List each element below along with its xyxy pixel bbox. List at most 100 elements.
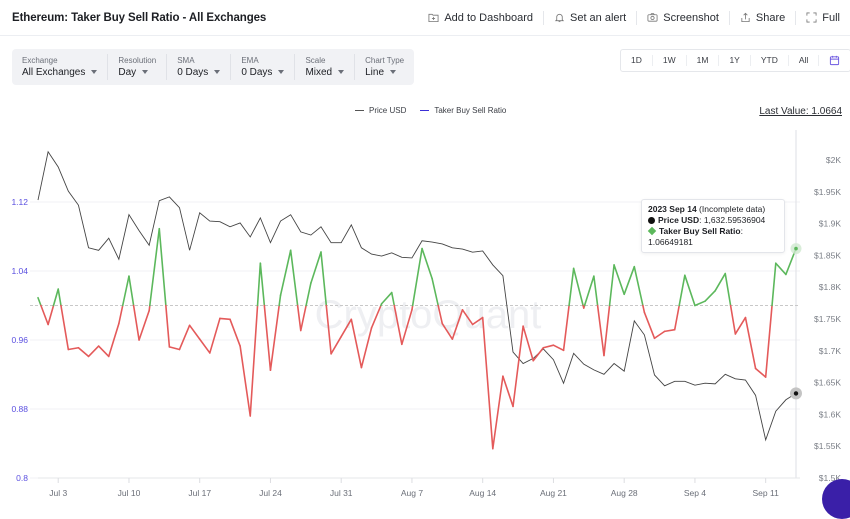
ratio-line-segment — [774, 262, 787, 276]
legend-price-label: Price USD — [369, 106, 407, 115]
share-button[interactable]: Share — [728, 10, 795, 25]
ema-select[interactable]: EMA 0 Days — [230, 54, 294, 80]
ratio-line-segment — [562, 304, 570, 352]
ratio-line-segment — [40, 304, 49, 326]
ratio-line-segment — [694, 300, 706, 307]
ratio-line-segment — [653, 330, 666, 340]
ratio-line-segment — [593, 275, 599, 307]
ratio-line-segment — [603, 304, 611, 357]
ratio-line-segment — [296, 304, 302, 332]
help-chat-button[interactable] — [822, 479, 850, 519]
left-axis-tick: 1.12 — [11, 197, 28, 207]
right-axis-tick: $1.95K — [814, 187, 841, 197]
screenshot-button[interactable]: Screenshot — [636, 10, 729, 25]
exchange-value: All Exchanges — [22, 66, 86, 78]
range-1m-button[interactable]: 1M — [685, 55, 719, 66]
price-point-icon — [793, 391, 799, 396]
ratio-line-segment — [320, 251, 328, 307]
range-1d-button[interactable]: 1D — [631, 55, 642, 65]
date-picker-button[interactable] — [818, 55, 850, 66]
ratio-line-segment — [390, 291, 396, 307]
right-axis-tick: $1.5K — [819, 473, 842, 483]
ratio-line-segment — [608, 264, 615, 307]
ratio-line-segment — [532, 346, 545, 362]
legend-taker-ratio[interactable]: Taker Buy Sell Ratio — [420, 106, 506, 115]
ratio-line-segment — [148, 304, 151, 312]
last-value-link[interactable]: Last Value: 1.0664 — [759, 106, 842, 117]
ratio-line-segment — [219, 317, 231, 321]
ratio-line-segment — [158, 227, 167, 307]
ratio-line-segment — [128, 275, 135, 307]
right-axis-tick: $1.75K — [814, 314, 841, 324]
add-to-dashboard-button[interactable]: Add to Dashboard — [418, 11, 543, 25]
left-axis-tick: 1.04 — [11, 266, 28, 276]
chart-type-value: Line — [365, 66, 385, 78]
ratio-line-segment — [673, 304, 681, 331]
sma-select[interactable]: SMA 0 Days — [166, 54, 230, 80]
ratio-line-segment — [47, 304, 55, 326]
x-axis-tick: Aug 28 — [611, 488, 638, 498]
range-ytd-button[interactable]: YTD — [749, 55, 788, 66]
ratio-line-segment — [278, 294, 282, 307]
x-axis-tick: Aug 7 — [401, 488, 423, 498]
scale-select[interactable]: Scale Mixed — [294, 54, 354, 80]
ratio-line-segment — [132, 304, 140, 341]
ratio-line-segment — [52, 288, 60, 307]
ratio-line-segment — [279, 249, 292, 296]
ratio-line-segment — [229, 318, 241, 347]
ratio-line-segment — [451, 309, 464, 340]
chart-type-select[interactable]: Chart Type Line — [354, 54, 414, 80]
ratio-line-segment — [168, 346, 181, 351]
ratio-line-segment — [437, 304, 444, 325]
ratio-line-segment — [256, 262, 262, 307]
ema-value: 0 Days — [241, 66, 273, 78]
bell-icon — [554, 13, 565, 23]
left-axis-tick: 0.96 — [11, 335, 28, 345]
x-axis-tick: Jul 24 — [259, 488, 282, 498]
fullscreen-button[interactable]: Full — [795, 10, 850, 25]
ratio-line-segment — [37, 296, 42, 307]
right-axis-tick: $1.65K — [814, 378, 841, 388]
ratio-point-icon — [794, 246, 798, 251]
scale-value: Mixed — [305, 66, 333, 78]
ratio-line-segment — [138, 309, 150, 341]
ratio-line-segment — [165, 304, 171, 348]
range-1w-button[interactable]: 1W — [651, 55, 686, 66]
resolution-select[interactable]: Resolution Day — [107, 54, 166, 80]
add-to-dashboard-label: Add to Dashboard — [444, 11, 533, 24]
chevron-down-icon — [214, 70, 221, 74]
ratio-line-segment — [198, 338, 211, 354]
chevron-down-icon — [278, 70, 285, 74]
tooltip-price-value: : 1,632.59536904 — [699, 215, 766, 225]
chart-canvas[interactable]: 1.12 1.04 0.96 0.88 0.8 $2K $1.95K $1.9K $1.85K $… — [0, 125, 850, 501]
ratio-line-segment — [678, 274, 686, 307]
ratio-line-segment — [704, 290, 716, 302]
ratio-line-segment — [471, 316, 484, 326]
x-axis-tick: Jul 17 — [188, 488, 211, 498]
chart-legend: Price USD Taker Buy Sell Ratio — [355, 106, 506, 115]
set-alert-button[interactable]: Set an alert — [542, 10, 636, 25]
x-axis-tick: Aug 21 — [540, 488, 567, 498]
tooltip-price-label: Price USD — [658, 215, 700, 225]
tooltip-date: 2023 Sep 14 — [648, 204, 697, 214]
chevron-down-icon — [338, 70, 345, 74]
ratio-line-segment — [633, 265, 644, 307]
x-axis-tick: Jul 31 — [330, 488, 353, 498]
x-axis-tick: Jul 3 — [49, 488, 67, 498]
exchange-select[interactable]: Exchange All Exchanges — [12, 54, 107, 80]
price-line — [37, 150, 797, 442]
calendar-icon — [830, 55, 840, 66]
ratio-line-segment — [350, 318, 363, 369]
ratio-line-segment — [596, 304, 605, 357]
ratio-line-segment — [734, 316, 747, 335]
left-axis-tick: 0.88 — [11, 404, 28, 414]
x-axis-tick: Sep 11 — [753, 488, 780, 498]
range-all-button[interactable]: All — [787, 55, 818, 66]
page-title: Ethereum: Taker Buy Sell Ratio - All Exc… — [12, 11, 267, 24]
chevron-down-icon — [142, 70, 149, 74]
range-1y-button[interactable]: 1Y — [718, 55, 749, 66]
ratio-line-segment — [149, 227, 161, 307]
legend-price-usd[interactable]: Price USD — [355, 106, 406, 115]
ratio-line-segment — [249, 304, 259, 417]
fullscreen-label: Full — [822, 11, 840, 24]
